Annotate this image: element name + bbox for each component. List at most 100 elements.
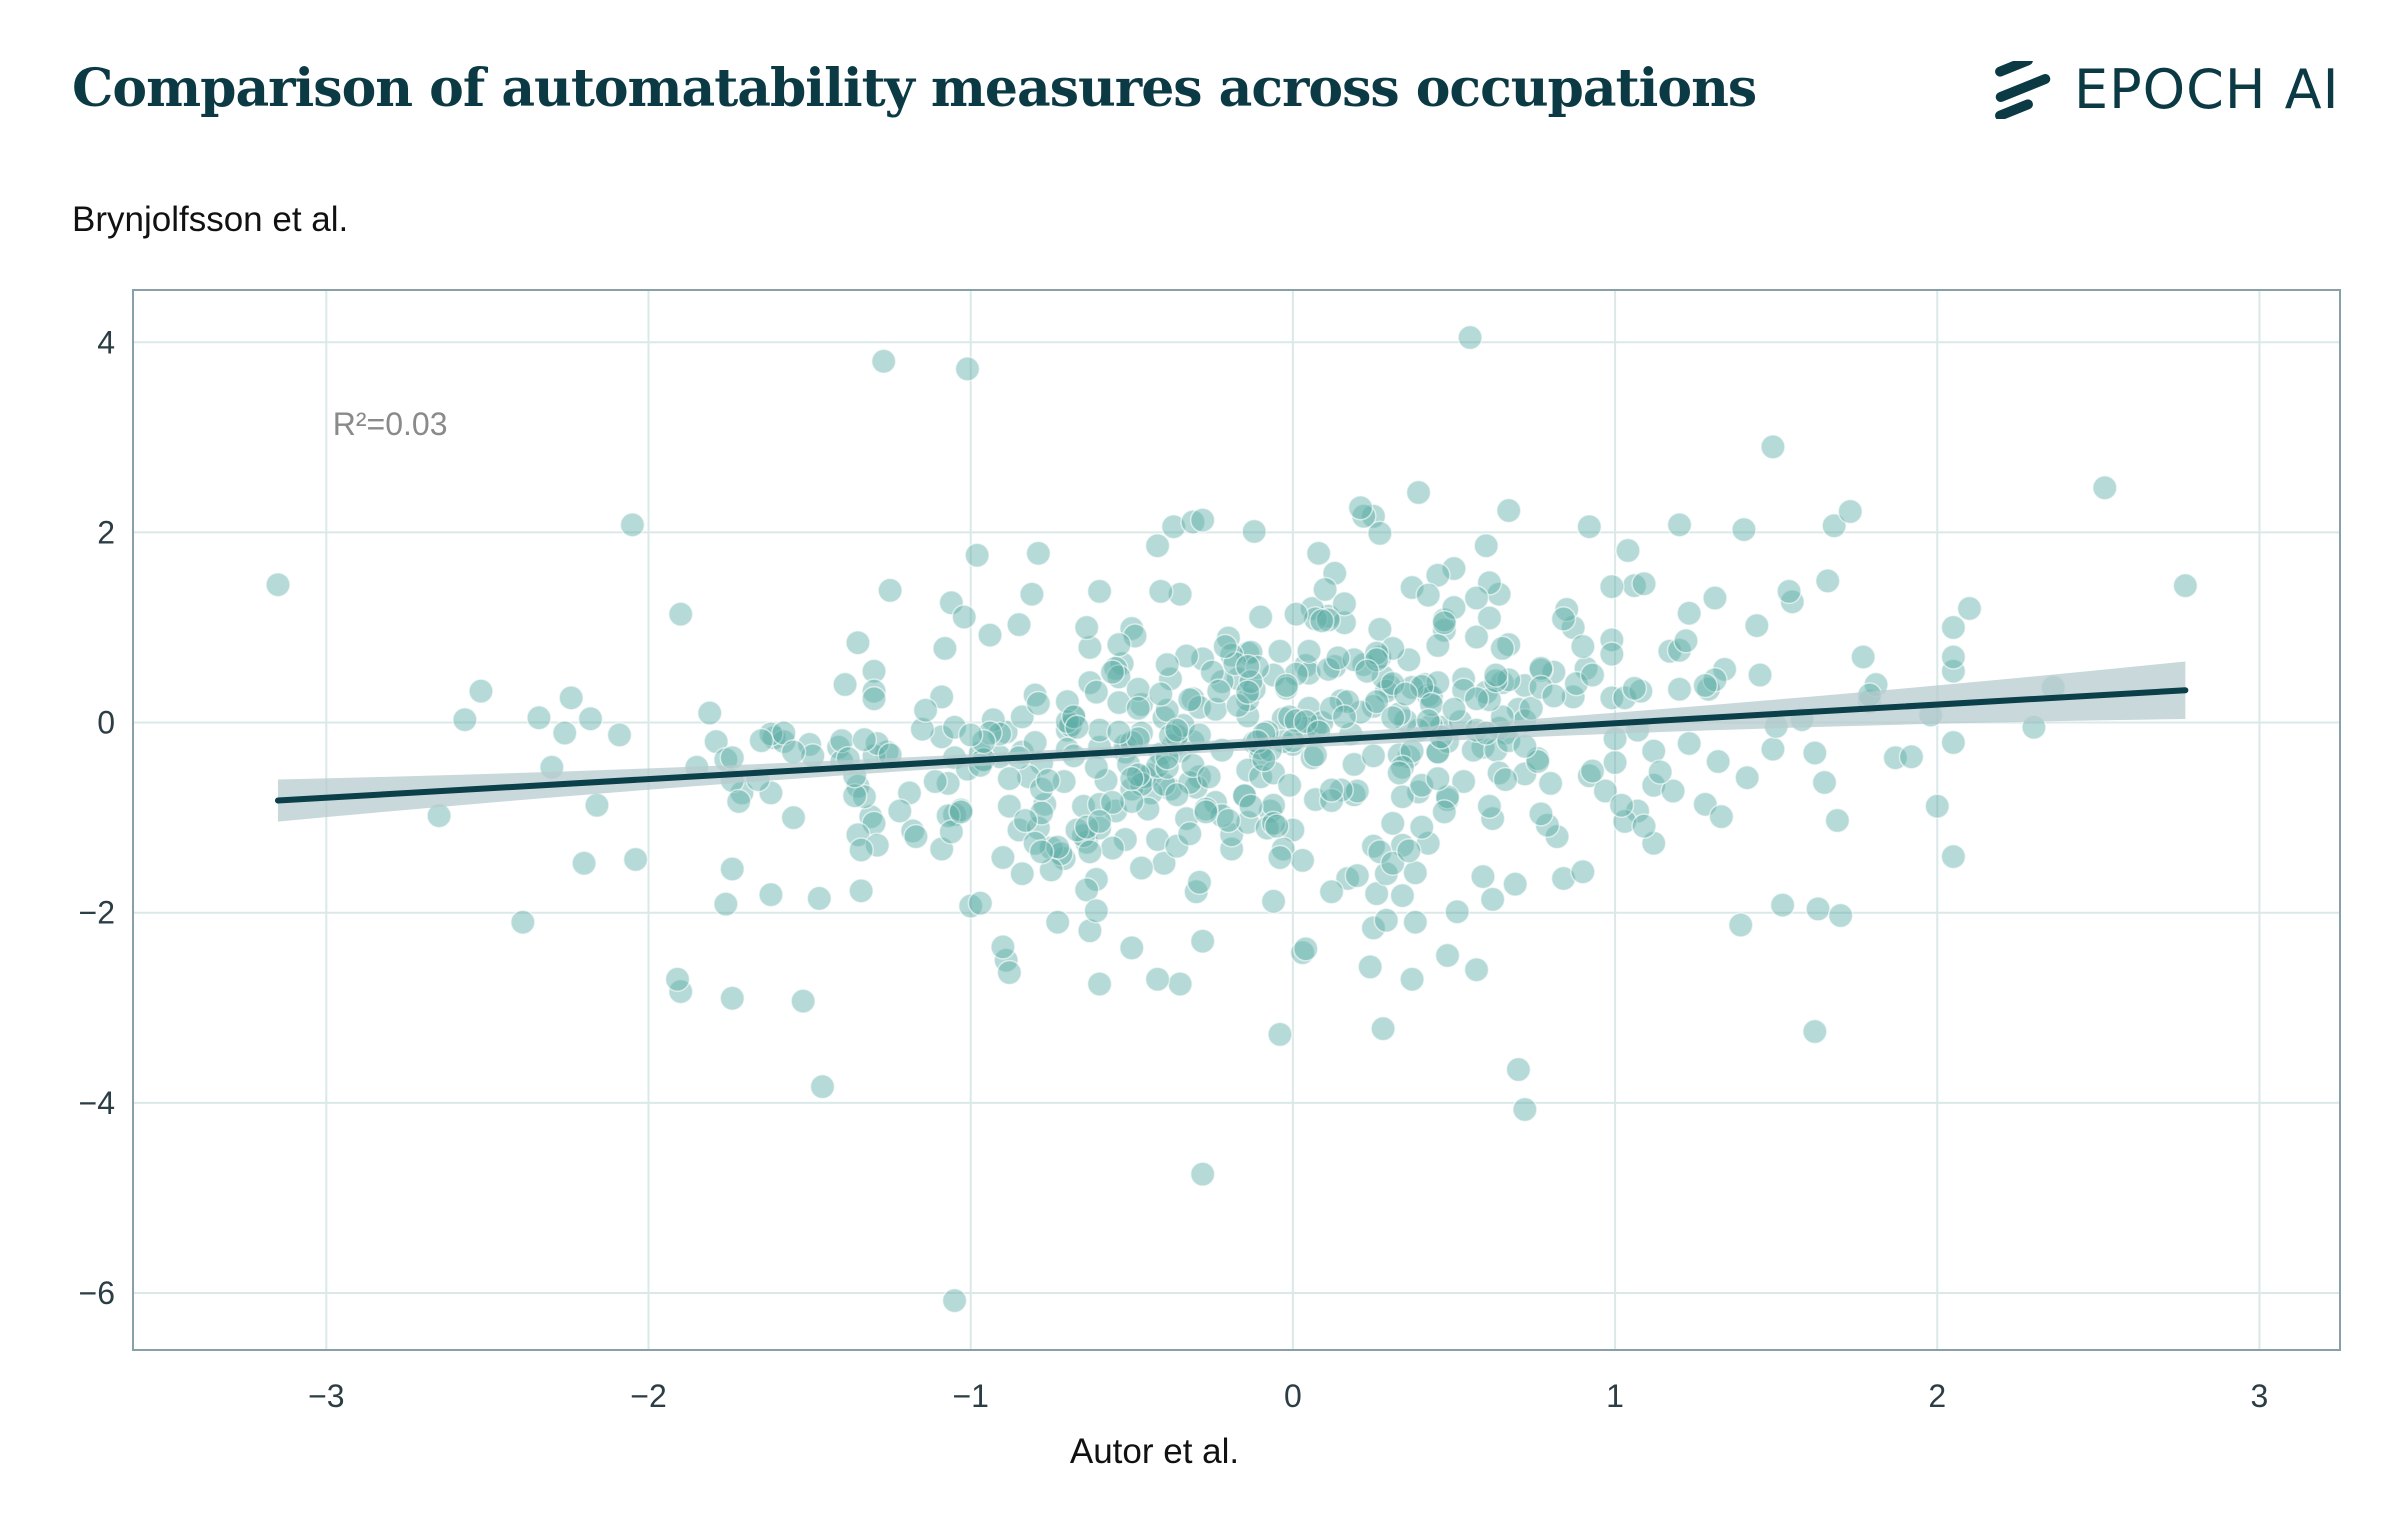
data-point — [1483, 667, 1509, 694]
data-point — [1473, 532, 1499, 559]
data-point — [1077, 918, 1103, 944]
data-point — [1148, 578, 1174, 605]
data-point — [1144, 826, 1171, 853]
data-point — [1347, 699, 1374, 725]
x-tick-label: −2 — [630, 1378, 666, 1414]
data-point — [1479, 886, 1506, 913]
data-point — [887, 798, 913, 824]
data-points — [265, 324, 2199, 1314]
data-point — [1225, 692, 1251, 719]
data-point — [1392, 681, 1419, 707]
data-point — [1940, 843, 1967, 870]
data-point — [1940, 644, 1967, 670]
data-point — [1025, 690, 1052, 717]
data-point — [1099, 789, 1126, 816]
data-point — [1550, 606, 1577, 632]
data-point — [967, 890, 994, 916]
data-point — [1077, 839, 1103, 865]
data-point — [1528, 655, 1554, 682]
data-point — [1180, 509, 1206, 535]
data-point — [1611, 685, 1638, 711]
data-point — [951, 604, 977, 630]
data-point — [1367, 520, 1393, 547]
data-point — [696, 700, 723, 726]
data-point — [996, 959, 1023, 986]
data-point — [1293, 708, 1319, 735]
x-tick-label: 0 — [1284, 1378, 1302, 1414]
data-point — [848, 837, 874, 863]
data-point — [1647, 759, 1673, 785]
data-point — [1824, 807, 1851, 834]
data-point — [1073, 877, 1100, 903]
data-point — [1837, 498, 1864, 525]
data-point — [1898, 744, 1925, 770]
data-point — [941, 1287, 968, 1314]
data-point — [1196, 763, 1222, 790]
data-point — [1956, 595, 1983, 622]
data-point — [1434, 942, 1461, 969]
data-point — [2092, 474, 2118, 501]
data-point — [1528, 801, 1554, 827]
data-point — [1483, 662, 1509, 688]
data-point — [1322, 560, 1348, 587]
data-point — [468, 678, 494, 704]
data-point — [1244, 654, 1271, 681]
data-point — [1267, 1021, 1293, 1048]
data-point — [1441, 594, 1467, 621]
x-axis-label: Autor et al. — [1070, 1432, 1239, 1471]
data-point — [1199, 659, 1226, 685]
data-point — [990, 934, 1016, 960]
data-point — [558, 685, 584, 711]
data-point — [1747, 662, 1773, 688]
data-point — [265, 571, 291, 598]
data-point — [861, 686, 887, 712]
data-point — [1425, 765, 1451, 792]
data-point — [986, 721, 1013, 747]
data-point — [1811, 769, 1838, 796]
data-point — [1363, 688, 1390, 715]
data-point — [1206, 678, 1232, 704]
brand-logo[interactable]: EPOCH AI — [1990, 58, 2340, 121]
data-point — [1360, 693, 1387, 720]
y-tick-label: 2 — [97, 514, 115, 550]
data-point — [1476, 686, 1503, 713]
data-point — [1592, 778, 1619, 804]
y-tick-label: 4 — [97, 324, 115, 360]
data-point — [1054, 688, 1081, 715]
data-point — [1086, 808, 1113, 835]
data-point — [1099, 835, 1126, 861]
data-point — [577, 706, 604, 732]
data-point — [1512, 1096, 1538, 1123]
data-point — [1064, 817, 1090, 843]
data-point — [841, 783, 868, 809]
data-point — [1611, 808, 1638, 835]
data-point — [1164, 717, 1190, 743]
data-point — [1570, 859, 1596, 885]
data-point — [1827, 902, 1854, 929]
data-point — [1086, 578, 1113, 605]
data-point — [1727, 912, 1754, 938]
data-point — [1628, 678, 1654, 704]
data-point — [1025, 540, 1052, 567]
data-point — [1389, 882, 1416, 909]
data-point — [719, 856, 746, 882]
data-point — [938, 590, 965, 616]
data-point — [667, 601, 694, 627]
data-point — [551, 720, 578, 746]
data-point — [851, 726, 878, 753]
data-point — [1431, 617, 1458, 644]
data-point — [1550, 865, 1577, 892]
data-point — [957, 893, 984, 919]
data-point — [1492, 766, 1519, 793]
data-point — [1399, 574, 1425, 601]
data-point — [1444, 898, 1470, 925]
confidence-band — [277, 661, 2186, 822]
data-point — [1621, 675, 1648, 702]
data-point — [1073, 814, 1100, 840]
data-point — [1402, 860, 1429, 886]
data-point — [1106, 631, 1132, 658]
data-point — [1148, 681, 1174, 707]
data-point — [1457, 324, 1483, 351]
data-point — [1183, 879, 1209, 905]
